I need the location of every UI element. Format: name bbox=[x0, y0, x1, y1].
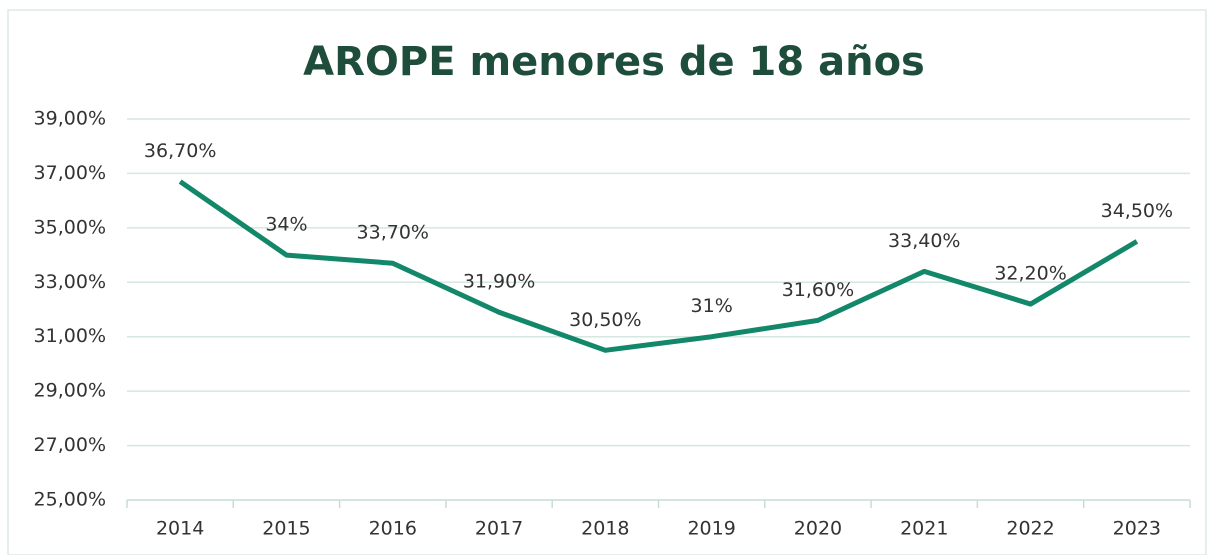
data-label: 31,60% bbox=[782, 279, 854, 301]
data-label: 31% bbox=[691, 295, 733, 317]
data-label: 32,20% bbox=[994, 263, 1066, 285]
x-tick-label: 2018 bbox=[581, 518, 629, 540]
x-tick-label: 2014 bbox=[156, 518, 204, 540]
x-tick-label: 2017 bbox=[475, 518, 523, 540]
x-tick-label: 2022 bbox=[1006, 518, 1054, 540]
y-tick-label: 37,00% bbox=[34, 162, 106, 184]
x-tick-label: 2015 bbox=[262, 518, 310, 540]
x-tick-label: 2019 bbox=[687, 518, 735, 540]
data-label: 30,50% bbox=[569, 309, 641, 331]
y-tick-label: 31,00% bbox=[34, 325, 106, 347]
data-label: 33,70% bbox=[357, 222, 429, 244]
y-tick-label: 35,00% bbox=[34, 216, 106, 238]
chart-title: AROPE menores de 18 años bbox=[303, 39, 925, 85]
data-label: 31,90% bbox=[463, 271, 535, 293]
y-tick-label: 33,00% bbox=[34, 271, 106, 293]
y-tick-label: 29,00% bbox=[34, 380, 106, 402]
x-tick-label: 2020 bbox=[794, 518, 842, 540]
y-tick-label: 39,00% bbox=[34, 108, 106, 130]
data-label: 33,40% bbox=[888, 230, 960, 252]
data-label: 36,70% bbox=[144, 140, 216, 162]
line bbox=[178, 179, 1139, 353]
data-label: 34% bbox=[265, 214, 307, 236]
data-label: 34,50% bbox=[1101, 200, 1173, 222]
x-tick-label: 2023 bbox=[1113, 518, 1161, 540]
x-tick-label: 2021 bbox=[900, 518, 948, 540]
y-tick-label: 27,00% bbox=[34, 434, 106, 456]
x-tick-label: 2016 bbox=[369, 518, 417, 540]
y-tick-label: 25,00% bbox=[34, 489, 106, 511]
